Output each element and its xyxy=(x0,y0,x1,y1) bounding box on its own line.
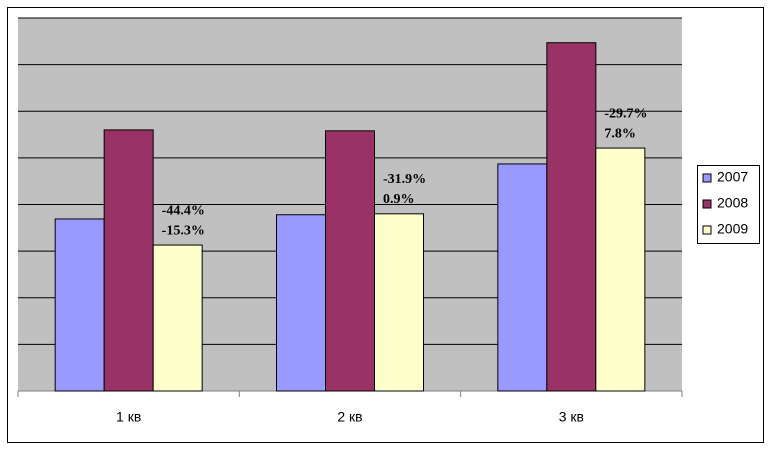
bar xyxy=(152,244,203,392)
legend-label: 2008 xyxy=(717,195,748,211)
bar xyxy=(325,130,375,392)
x-tick-label: 1 кв xyxy=(116,409,141,425)
annotation: -31.9% xyxy=(383,172,426,187)
bar xyxy=(374,213,424,392)
annotation: -15.3% xyxy=(162,223,205,238)
bar xyxy=(595,147,646,392)
legend-swatch xyxy=(702,173,712,183)
legend-label: 2009 xyxy=(717,221,748,237)
bar xyxy=(546,42,597,392)
bar xyxy=(497,163,548,392)
annotation: 7.8% xyxy=(604,126,636,141)
bar xyxy=(54,218,105,392)
legend-swatch xyxy=(702,225,712,235)
x-tick-label: 2 кв xyxy=(337,409,362,425)
legend-swatch xyxy=(702,199,712,209)
annotation: -29.7% xyxy=(604,106,647,121)
annotation: -44.4% xyxy=(162,203,205,218)
bar xyxy=(276,214,326,392)
annotation: 0.9% xyxy=(383,192,415,207)
legend-label: 2007 xyxy=(717,169,748,185)
x-tick-label: 3 кв xyxy=(559,409,584,425)
bar xyxy=(103,129,154,392)
